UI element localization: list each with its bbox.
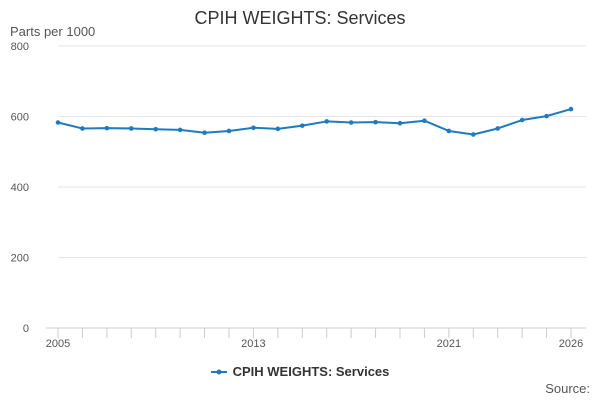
data-point[interactable] [446, 128, 452, 134]
data-point[interactable] [177, 127, 183, 133]
data-point[interactable] [275, 126, 281, 132]
data-point[interactable] [348, 120, 354, 125]
data-point[interactable] [226, 128, 232, 134]
x-axis-ticks: 2005 2013 2021 2026 [46, 338, 583, 350]
data-point[interactable] [544, 113, 549, 119]
data-point[interactable] [251, 125, 256, 131]
legend-series-label: CPIH WEIGHTS: Services [232, 364, 390, 379]
y-tick-label: 800 [11, 41, 29, 53]
data-point[interactable] [568, 106, 574, 112]
data-point[interactable] [324, 119, 330, 124]
data-point[interactable] [519, 117, 525, 123]
source-label: Source: [545, 381, 590, 396]
data-point[interactable] [55, 120, 61, 125]
data-point[interactable] [104, 125, 110, 131]
legend-item[interactable]: CPIH WEIGHTS: Services [210, 364, 390, 379]
chart-title: CPIH WEIGHTS: Services [194, 8, 406, 28]
data-point[interactable] [422, 118, 427, 124]
data-point[interactable] [373, 119, 378, 125]
y-axis-unit-label: Parts per 1000 [10, 24, 96, 39]
data-point[interactable] [470, 132, 476, 137]
x-tick-label: 2005 [46, 338, 70, 350]
data-point[interactable] [495, 126, 501, 131]
x-tick-label: 2026 [559, 338, 583, 350]
data-point[interactable] [202, 130, 207, 136]
x-tick-label: 2021 [437, 338, 461, 350]
y-axis-ticks: 0 200 400 600 800 [11, 41, 29, 335]
legend-line-marker-icon [210, 369, 227, 374]
legend: CPIH WEIGHTS: Services [0, 364, 600, 379]
y-tick-label: 600 [11, 112, 29, 124]
data-point[interactable] [153, 126, 159, 132]
x-tick-label: 2013 [241, 338, 265, 350]
y-tick-label: 400 [11, 182, 29, 194]
y-tick-label: 0 [23, 323, 29, 335]
data-point[interactable] [299, 123, 305, 128]
y-tick-label: 200 [11, 253, 29, 265]
data-point[interactable] [128, 126, 134, 131]
data-point[interactable] [397, 120, 403, 126]
series-line [57, 108, 572, 136]
gridlines [58, 45, 586, 258]
x-axis [46, 327, 586, 338]
data-point[interactable] [80, 126, 85, 131]
series-layer [55, 106, 574, 137]
